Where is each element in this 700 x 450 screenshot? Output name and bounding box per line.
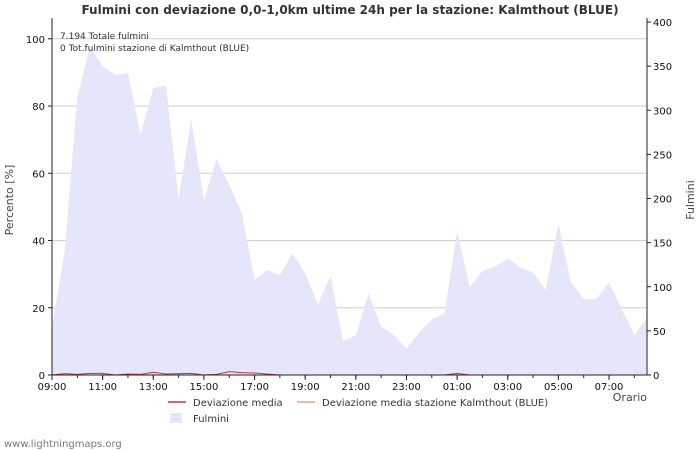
x-tick-label-15:00: 15:00 [190, 382, 219, 393]
info-total-lightning: 7.194 Totale fulmini [60, 32, 149, 42]
fulmini-area [52, 46, 647, 376]
right-tick-label-100: 100 [653, 283, 672, 294]
info-station-lightning: 0 Tot.fulmini stazione di Kalmthout (BLU… [60, 44, 249, 54]
legend-label-deviazione-stazione: Deviazione media stazione Kalmthout (BLU… [322, 398, 548, 409]
right-axis-ticks: 0 50 100 150 200 250 300 350 400 [647, 18, 672, 382]
legend-swatch-fulmini [170, 413, 182, 423]
left-tick-label-20: 20 [32, 304, 45, 315]
legend-label-fulmini: Fulmini [193, 414, 229, 425]
x-axis-ticks: 09:00 11:00 13:00 15:00 17:00 19:00 21:00 23:00… [38, 375, 635, 393]
x-tick-label-13:00: 13:00 [139, 382, 168, 393]
left-tick-label-80: 80 [32, 102, 45, 113]
x-tick-label-03:00: 03:00 [493, 382, 522, 393]
x-axis-label: Orario [613, 391, 648, 404]
y-axis-left-label: Percento [%] [3, 165, 16, 236]
legend: Deviazione media Deviazione media stazio… [168, 398, 548, 425]
x-tick-label-09:00: 09:00 [38, 382, 67, 393]
y-axis-right-label: Fulmini [684, 180, 697, 220]
left-tick-label-60: 60 [32, 169, 45, 180]
x-tick-label-17:00: 17:00 [240, 382, 269, 393]
x-tick-label-23:00: 23:00 [392, 382, 421, 393]
axes [48, 18, 648, 376]
x-tick-label-01:00: 01:00 [443, 382, 472, 393]
right-tick-label-300: 300 [653, 106, 672, 117]
right-tick-label-150: 150 [653, 239, 672, 250]
x-tick-label-05:00: 05:00 [544, 382, 573, 393]
x-tick-label-11:00: 11:00 [88, 382, 117, 393]
footer-credit: www.lightningmaps.org [4, 439, 122, 450]
left-tick-label-100: 100 [26, 35, 45, 46]
chart-title: Fulmini con deviazione 0,0-1,0km ultime … [81, 3, 618, 17]
right-tick-label-350: 350 [653, 62, 672, 73]
right-tick-label-400: 400 [653, 18, 672, 29]
left-tick-label-0: 0 [39, 371, 45, 382]
left-tick-label-40: 40 [32, 237, 45, 248]
x-tick-label-07:00: 07:00 [595, 382, 624, 393]
x-tick-label-21:00: 21:00 [341, 382, 370, 393]
right-tick-label-0: 0 [653, 371, 659, 382]
right-tick-label-200: 200 [653, 195, 672, 206]
fulmini-area-path [52, 46, 647, 376]
legend-label-deviazione-media: Deviazione media [193, 398, 283, 409]
left-axis-ticks: 0 20 40 60 80 100 [26, 35, 52, 382]
x-tick-label-19:00: 19:00 [291, 382, 320, 393]
right-tick-label-50: 50 [653, 327, 666, 338]
right-tick-label-250: 250 [653, 150, 672, 161]
